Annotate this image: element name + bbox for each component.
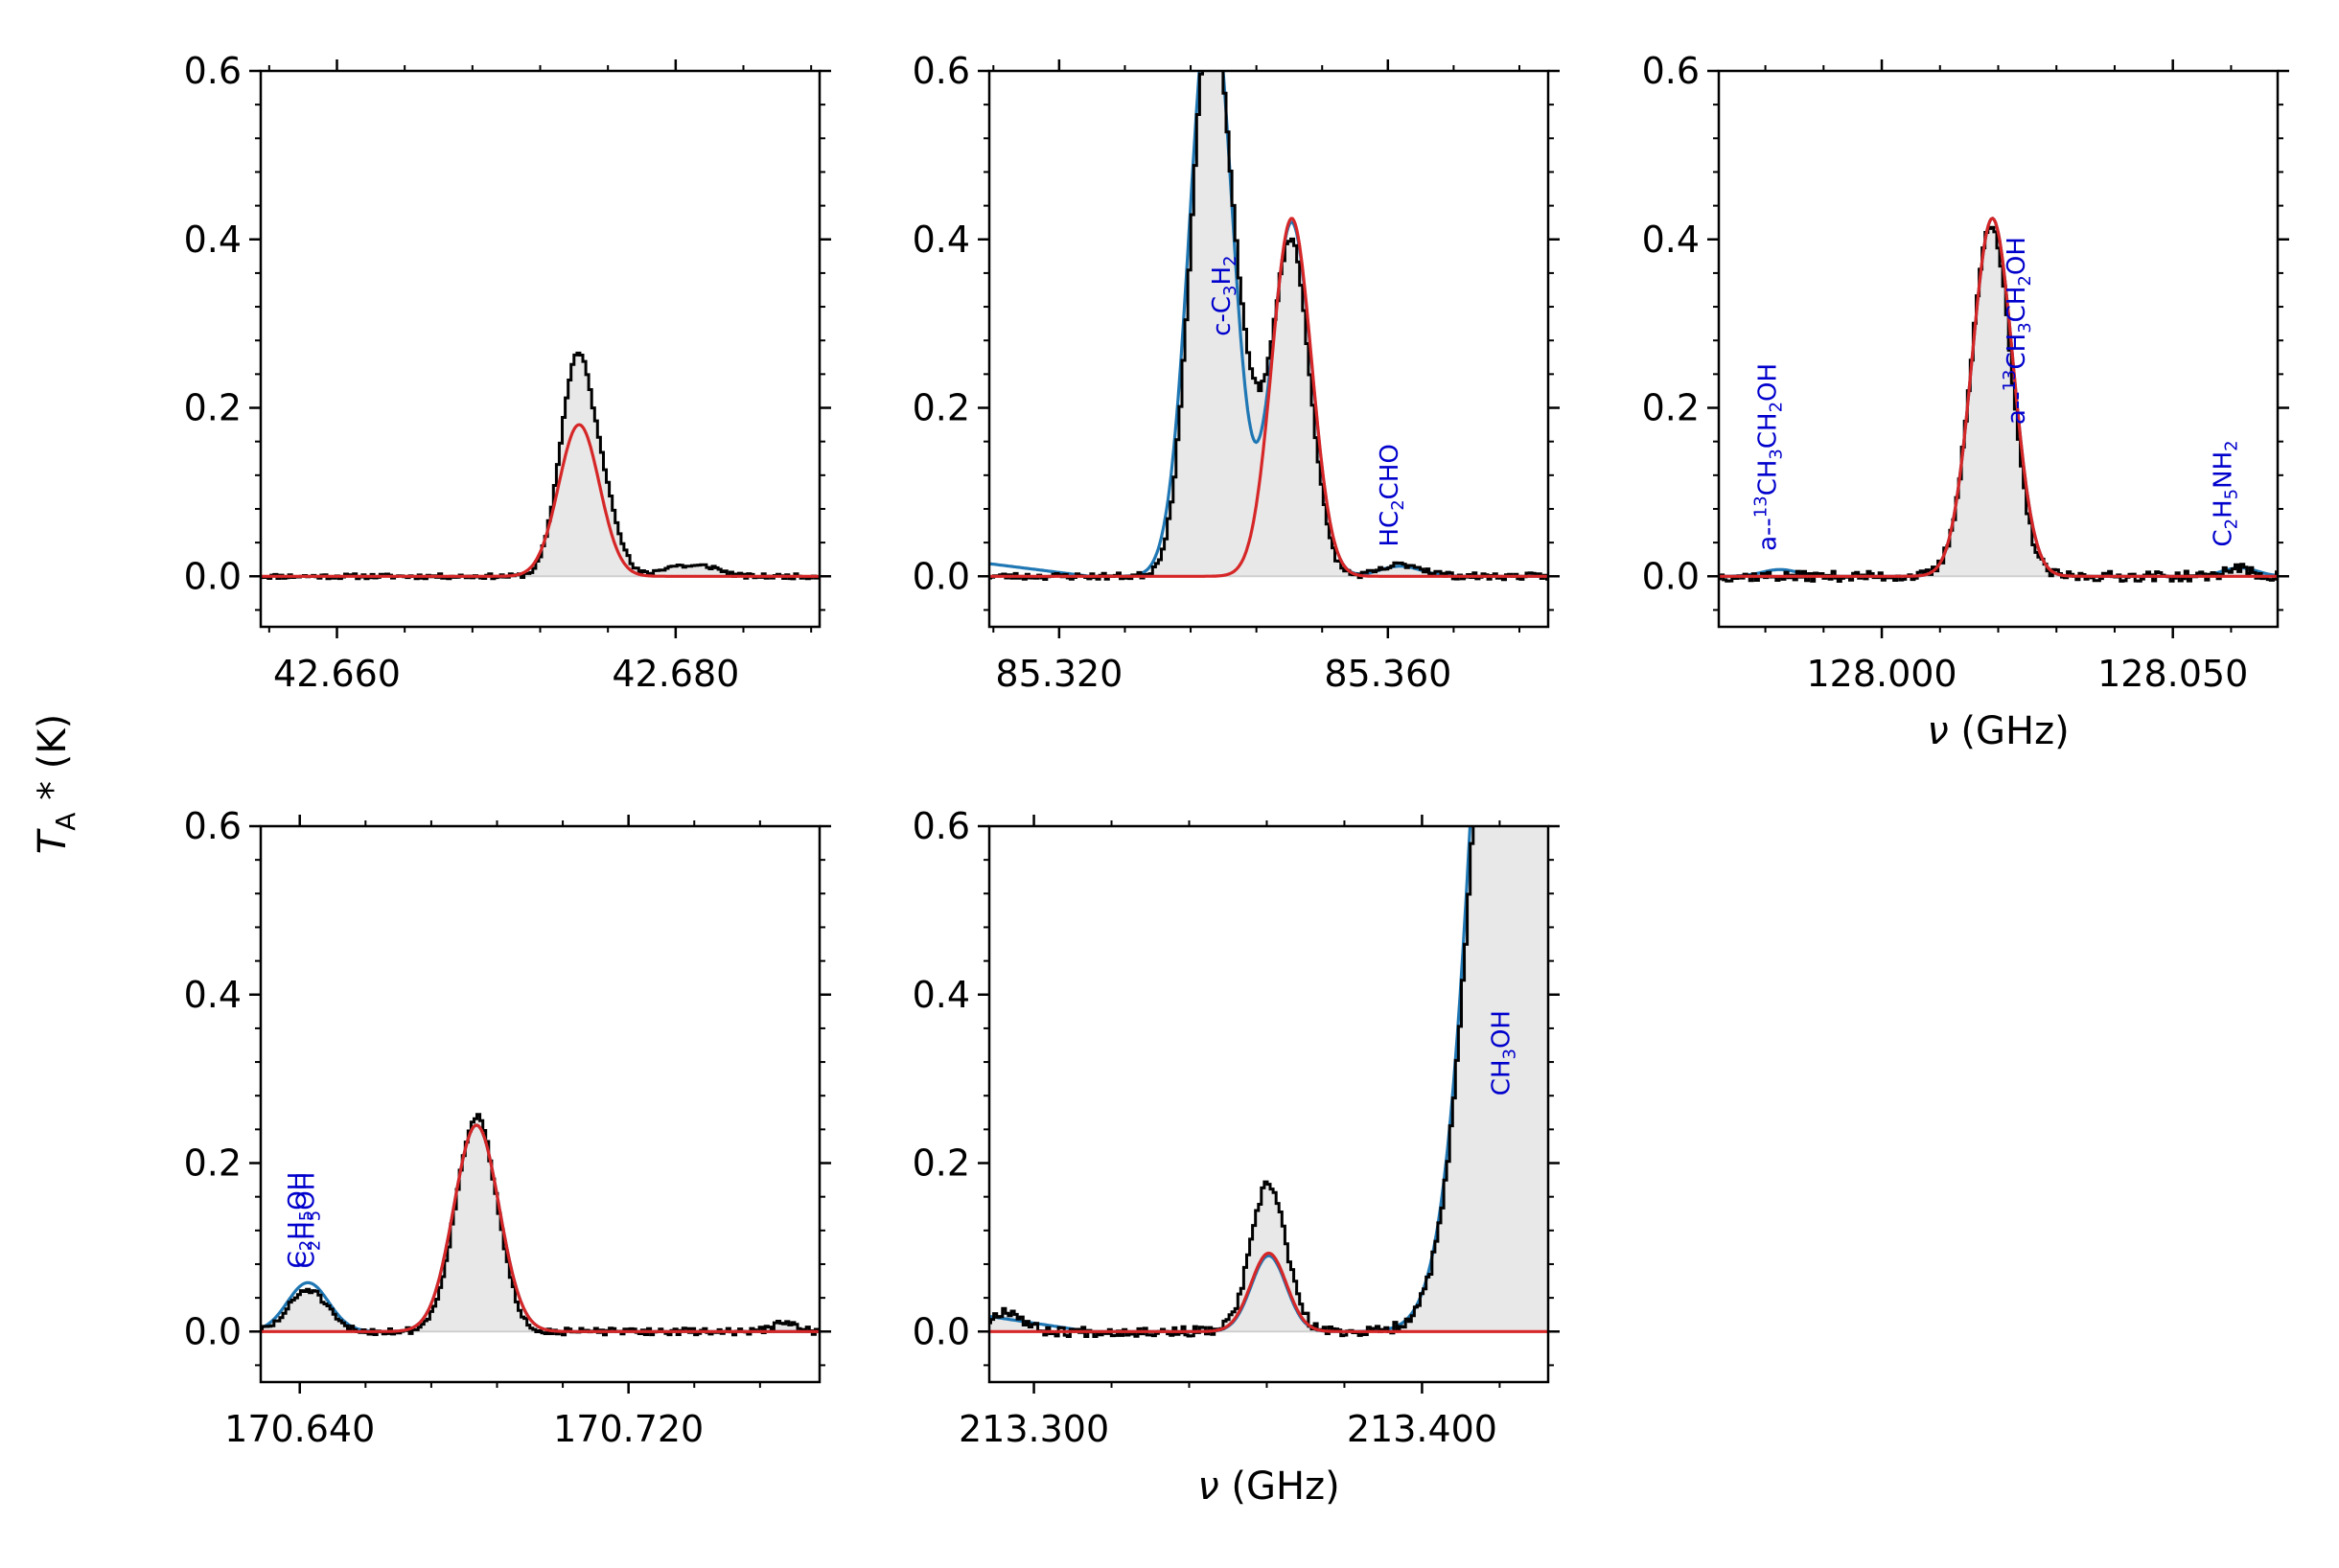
x-tick-label: 42.680 [612, 653, 739, 695]
y-tick-label: 0.4 [913, 219, 970, 261]
x-axis-label: ν (GHz) [1927, 709, 2069, 753]
y-tick-label: 0.2 [1642, 387, 1700, 429]
y-tick-label: 0.6 [913, 50, 970, 92]
molecule-label-text: C2H5NH2 [2209, 440, 2241, 546]
observed-spectrum-line [261, 351, 820, 581]
target-model-line [989, 217, 1548, 578]
y-tick-label: 0.0 [1642, 555, 1700, 597]
plot-area [989, 826, 1548, 1338]
molecule-label: C2H5NH2 [2209, 440, 2241, 546]
y-tick-label: 0.2 [184, 1142, 242, 1185]
y-axis-label-sub: A [50, 813, 81, 831]
y-tick-label: 0.2 [913, 1142, 970, 1185]
y-tick-label: 0.4 [913, 974, 970, 1016]
x-tick-label: 42.660 [273, 653, 401, 695]
y-tick-label: 0.4 [184, 974, 242, 1016]
y-axis-label-unit: * (K) [31, 714, 75, 813]
y-tick-label: 0.6 [184, 50, 242, 92]
y-tick-label: 0.0 [184, 555, 242, 597]
x-tick-label: 128.050 [2097, 653, 2248, 695]
molecule-label-text: HC2CHO [1376, 444, 1408, 546]
x-tick-label: 170.640 [224, 1408, 375, 1450]
x-axis-label: ν (GHz) [1197, 1464, 1339, 1509]
axes-frame [259, 69, 822, 629]
observed-fill [1719, 227, 2278, 582]
x-tick-label: 85.320 [995, 653, 1123, 695]
observed-spectrum-line [1719, 225, 2278, 583]
plot-area [261, 1113, 820, 1337]
observed-fill [989, 826, 1548, 1337]
y-tick-label: 0.0 [913, 555, 970, 597]
molecule-label: HC2CHO [1376, 444, 1408, 546]
molecule-label-text: a--13CH3CH2OH [1751, 363, 1787, 551]
molecule-label-text: CH3OH [1488, 1010, 1520, 1095]
svg-text:TA * (K): TA * (K) [31, 714, 81, 854]
molecule-label-text: C2H5OH [292, 1172, 325, 1269]
plot-area [261, 351, 820, 581]
x-tick-label: 170.720 [553, 1408, 704, 1450]
panel-1: 0.0 0.2 0.4 0.6 42.660 42.680 [184, 50, 831, 695]
molecule-label: c-C3H2 [1208, 255, 1240, 335]
x-tick-label: 85.360 [1324, 653, 1451, 695]
plot-area [1719, 216, 2278, 583]
x-tick-label: 213.400 [1347, 1408, 1497, 1450]
y-tick-label: 0.2 [184, 387, 242, 429]
molecule-label: a--13CH3CH2OH [1751, 363, 1787, 551]
observed-spectrum-line [261, 1113, 820, 1337]
y-tick-label: 0.4 [184, 219, 242, 261]
axes-frame [987, 69, 1550, 629]
y-tick-label: 0.6 [913, 805, 970, 847]
spectra-panels: 0.0 0.2 0.4 0.6 42.660 42.680 0.0 0.2 0.4 0.6 85.3… [184, 50, 2289, 1509]
y-axis-label-main: T [31, 827, 75, 854]
target-model-line [261, 423, 820, 578]
y-tick-label: 0.6 [1642, 50, 1700, 92]
target-model-line [261, 1123, 820, 1333]
observed-spectrum-line [989, 826, 1475, 1338]
x-tick-label: 128.000 [1806, 653, 1957, 695]
x-tick-label: 213.300 [959, 1408, 1109, 1450]
plot-area [989, 71, 1548, 582]
panel-3: 0.0 0.2 0.4 0.6 128.000 128.050 ν (GHz) a--13CH… [1642, 50, 2289, 753]
molecule-label-text: a--13CH3CH2OH [2000, 237, 2035, 425]
y-tick-label: 0.4 [1642, 219, 1700, 261]
axes-frame [987, 824, 1550, 1384]
molecule-label: a--13CH3CH2OH [2000, 237, 2035, 425]
target-model-line [1719, 216, 2278, 578]
y-tick-label: 0.0 [913, 1310, 970, 1352]
target-model-line [989, 1251, 1548, 1333]
molecule-label-text: C2H5OH [284, 1172, 316, 1269]
molecule-label: CH3OH [1488, 1010, 1520, 1095]
observed-fill [261, 1114, 820, 1335]
y-tick-label: 0.6 [184, 805, 242, 847]
molecule-label: C2H5OH [292, 1172, 325, 1269]
total-model-line [261, 1123, 820, 1333]
molecule-label: C2H5OH [284, 1172, 316, 1269]
y-tick-label: 0.0 [184, 1310, 242, 1352]
observed-fill [989, 71, 1548, 580]
panel-2: 0.0 0.2 0.4 0.6 85.320 85.360 c-C3H2 HC2CHO [913, 50, 1560, 695]
y-axis-label: TA * (K) [31, 714, 81, 854]
y-tick-label: 0.2 [913, 387, 970, 429]
axes-frame [259, 824, 822, 1384]
molecule-label-text: c-C3H2 [1208, 255, 1240, 335]
